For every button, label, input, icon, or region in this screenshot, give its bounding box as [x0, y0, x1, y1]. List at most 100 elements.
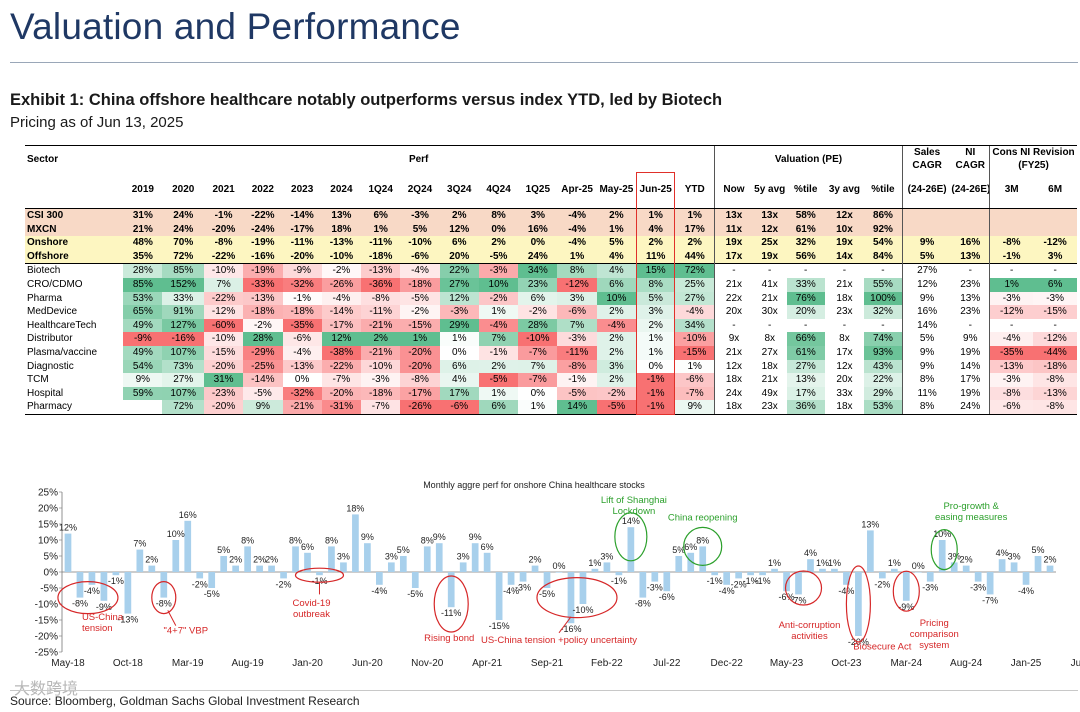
table-cell: -60%: [203, 318, 244, 333]
table-cell: 72%: [162, 400, 204, 415]
table-cell: 3%: [1033, 249, 1077, 264]
data-bar: [723, 572, 731, 585]
data-bar: [495, 572, 503, 620]
table-cell: 2%: [675, 236, 715, 250]
x-tick-label: Mar-19: [172, 658, 204, 669]
data-label: 3%: [600, 551, 613, 561]
table-cell: 4%: [636, 222, 676, 237]
table-cell: 0%: [530, 387, 546, 399]
data-label: -3%: [922, 583, 938, 593]
table-cell: 13%: [951, 249, 990, 264]
data-label: -4%: [84, 586, 100, 596]
data-bar: [292, 546, 299, 572]
table-cell: 9%: [963, 333, 978, 345]
table-cell: -3%: [478, 263, 519, 278]
data-bar: [914, 572, 922, 573]
table-cell: 49%: [123, 318, 163, 333]
data-label: 5%: [397, 545, 410, 555]
table-cell: 8%: [478, 208, 519, 223]
data-label: 4%: [996, 548, 1009, 558]
table-row: CRO/CDMO 85% 152% 7% -33% -32% -26% -36% -18% 27%…: [25, 277, 1077, 292]
annotation-ellipse: [845, 565, 871, 643]
table-cell: -: [842, 319, 847, 331]
table-cell: -22%: [203, 291, 244, 306]
data-label: 8%: [696, 535, 709, 545]
table-cell: -2%: [596, 386, 637, 401]
data-bar: [483, 552, 491, 572]
table-cell: -4%: [675, 305, 715, 319]
table-cell: -11%: [361, 305, 401, 319]
column-header: Now: [714, 172, 753, 209]
table-cell: 127%: [162, 318, 204, 333]
data-label: -5%: [539, 589, 555, 599]
table-cell: 8%: [901, 373, 952, 387]
table-cell: -17%: [400, 386, 440, 401]
table-cell: [989, 208, 1034, 223]
table-cell: 1%: [361, 222, 401, 237]
table-cell: -8%: [400, 373, 440, 387]
table-cell: -1%: [557, 373, 597, 387]
table-cell: 53%: [864, 400, 903, 415]
data-label: -1%: [611, 576, 627, 586]
table-cell: 23x: [752, 400, 787, 415]
table-cell: 21%: [123, 222, 163, 237]
table-cell: -16%: [243, 249, 283, 264]
table-cell: -35%: [989, 345, 1034, 360]
data-label: -8%: [156, 599, 172, 609]
table-cell: -3%: [989, 373, 1034, 387]
data-label: 8%: [421, 535, 434, 545]
y-tick-label: 5%: [44, 552, 59, 563]
data-label: 12%: [59, 523, 77, 533]
data-label: 16%: [179, 510, 197, 520]
data-bar: [902, 572, 910, 601]
table-cell: 18x: [714, 373, 753, 387]
table-cell: 107%: [162, 345, 204, 360]
x-tick-label: Jun-20: [352, 658, 383, 669]
table-cell: -15%: [203, 345, 244, 360]
data-label: -16%: [560, 624, 581, 634]
table-cell: -5%: [478, 373, 519, 387]
column-header: (24-26E): [901, 172, 952, 209]
table-row: Offshore 35% 72% -22% -16% -20% -10% -18% -6% 20%…: [25, 249, 1077, 264]
annotation-ellipse: [536, 576, 618, 619]
table-cell: 54%: [864, 236, 903, 250]
table-cell: 2%: [596, 332, 637, 346]
table-cell: 16%: [951, 236, 990, 250]
table-cell: -: [768, 319, 772, 331]
table-row: HealthcareTech 49% 127% -60% -2% -35% -17% -21%…: [25, 318, 1077, 333]
table-cell: 19x: [752, 249, 787, 264]
table-cell: -: [714, 318, 753, 333]
table-cell: 4%: [439, 373, 479, 387]
data-bar: [962, 565, 970, 572]
table-cell: -18%: [1033, 359, 1077, 374]
table-cell: 9%: [901, 291, 952, 306]
table-cell: -13%: [361, 263, 401, 278]
y-tick-label: 25%: [38, 488, 58, 499]
data-bar: [399, 556, 407, 572]
data-label: 6%: [481, 542, 494, 552]
table-cell: 5%: [901, 332, 952, 346]
table-cell: 32%: [786, 236, 825, 250]
data-bar: [208, 572, 216, 588]
data-label: -7%: [982, 595, 998, 605]
table-cell: 61%: [786, 345, 825, 360]
x-tick-label: May-18: [51, 658, 85, 669]
table-row: Distributor -9% -16% -10% 28% -6% 12% 2% 1% 1% 7% -…: [25, 332, 1077, 346]
data-label: 5%: [672, 545, 685, 555]
data-label: -2%: [874, 579, 890, 589]
table-cell: -20%: [400, 359, 440, 374]
data-label: -4%: [371, 586, 387, 596]
chart-title: Monthly aggre perf for onshore China hea…: [423, 480, 645, 490]
data-bar: [807, 559, 814, 572]
table-cell: 17%: [786, 386, 825, 401]
data-label: 8%: [289, 535, 302, 545]
table-cell: -1%: [478, 345, 519, 360]
table-cell: 33x: [836, 387, 853, 399]
table-cell: -8%: [203, 236, 244, 250]
table-cell: 27%: [786, 359, 825, 374]
table-cell: 8%: [636, 277, 676, 292]
table-cell: 1%: [596, 222, 637, 237]
table-cell: 1%: [989, 277, 1034, 292]
data-label: -8%: [72, 599, 88, 609]
data-label: -2%: [276, 579, 292, 589]
